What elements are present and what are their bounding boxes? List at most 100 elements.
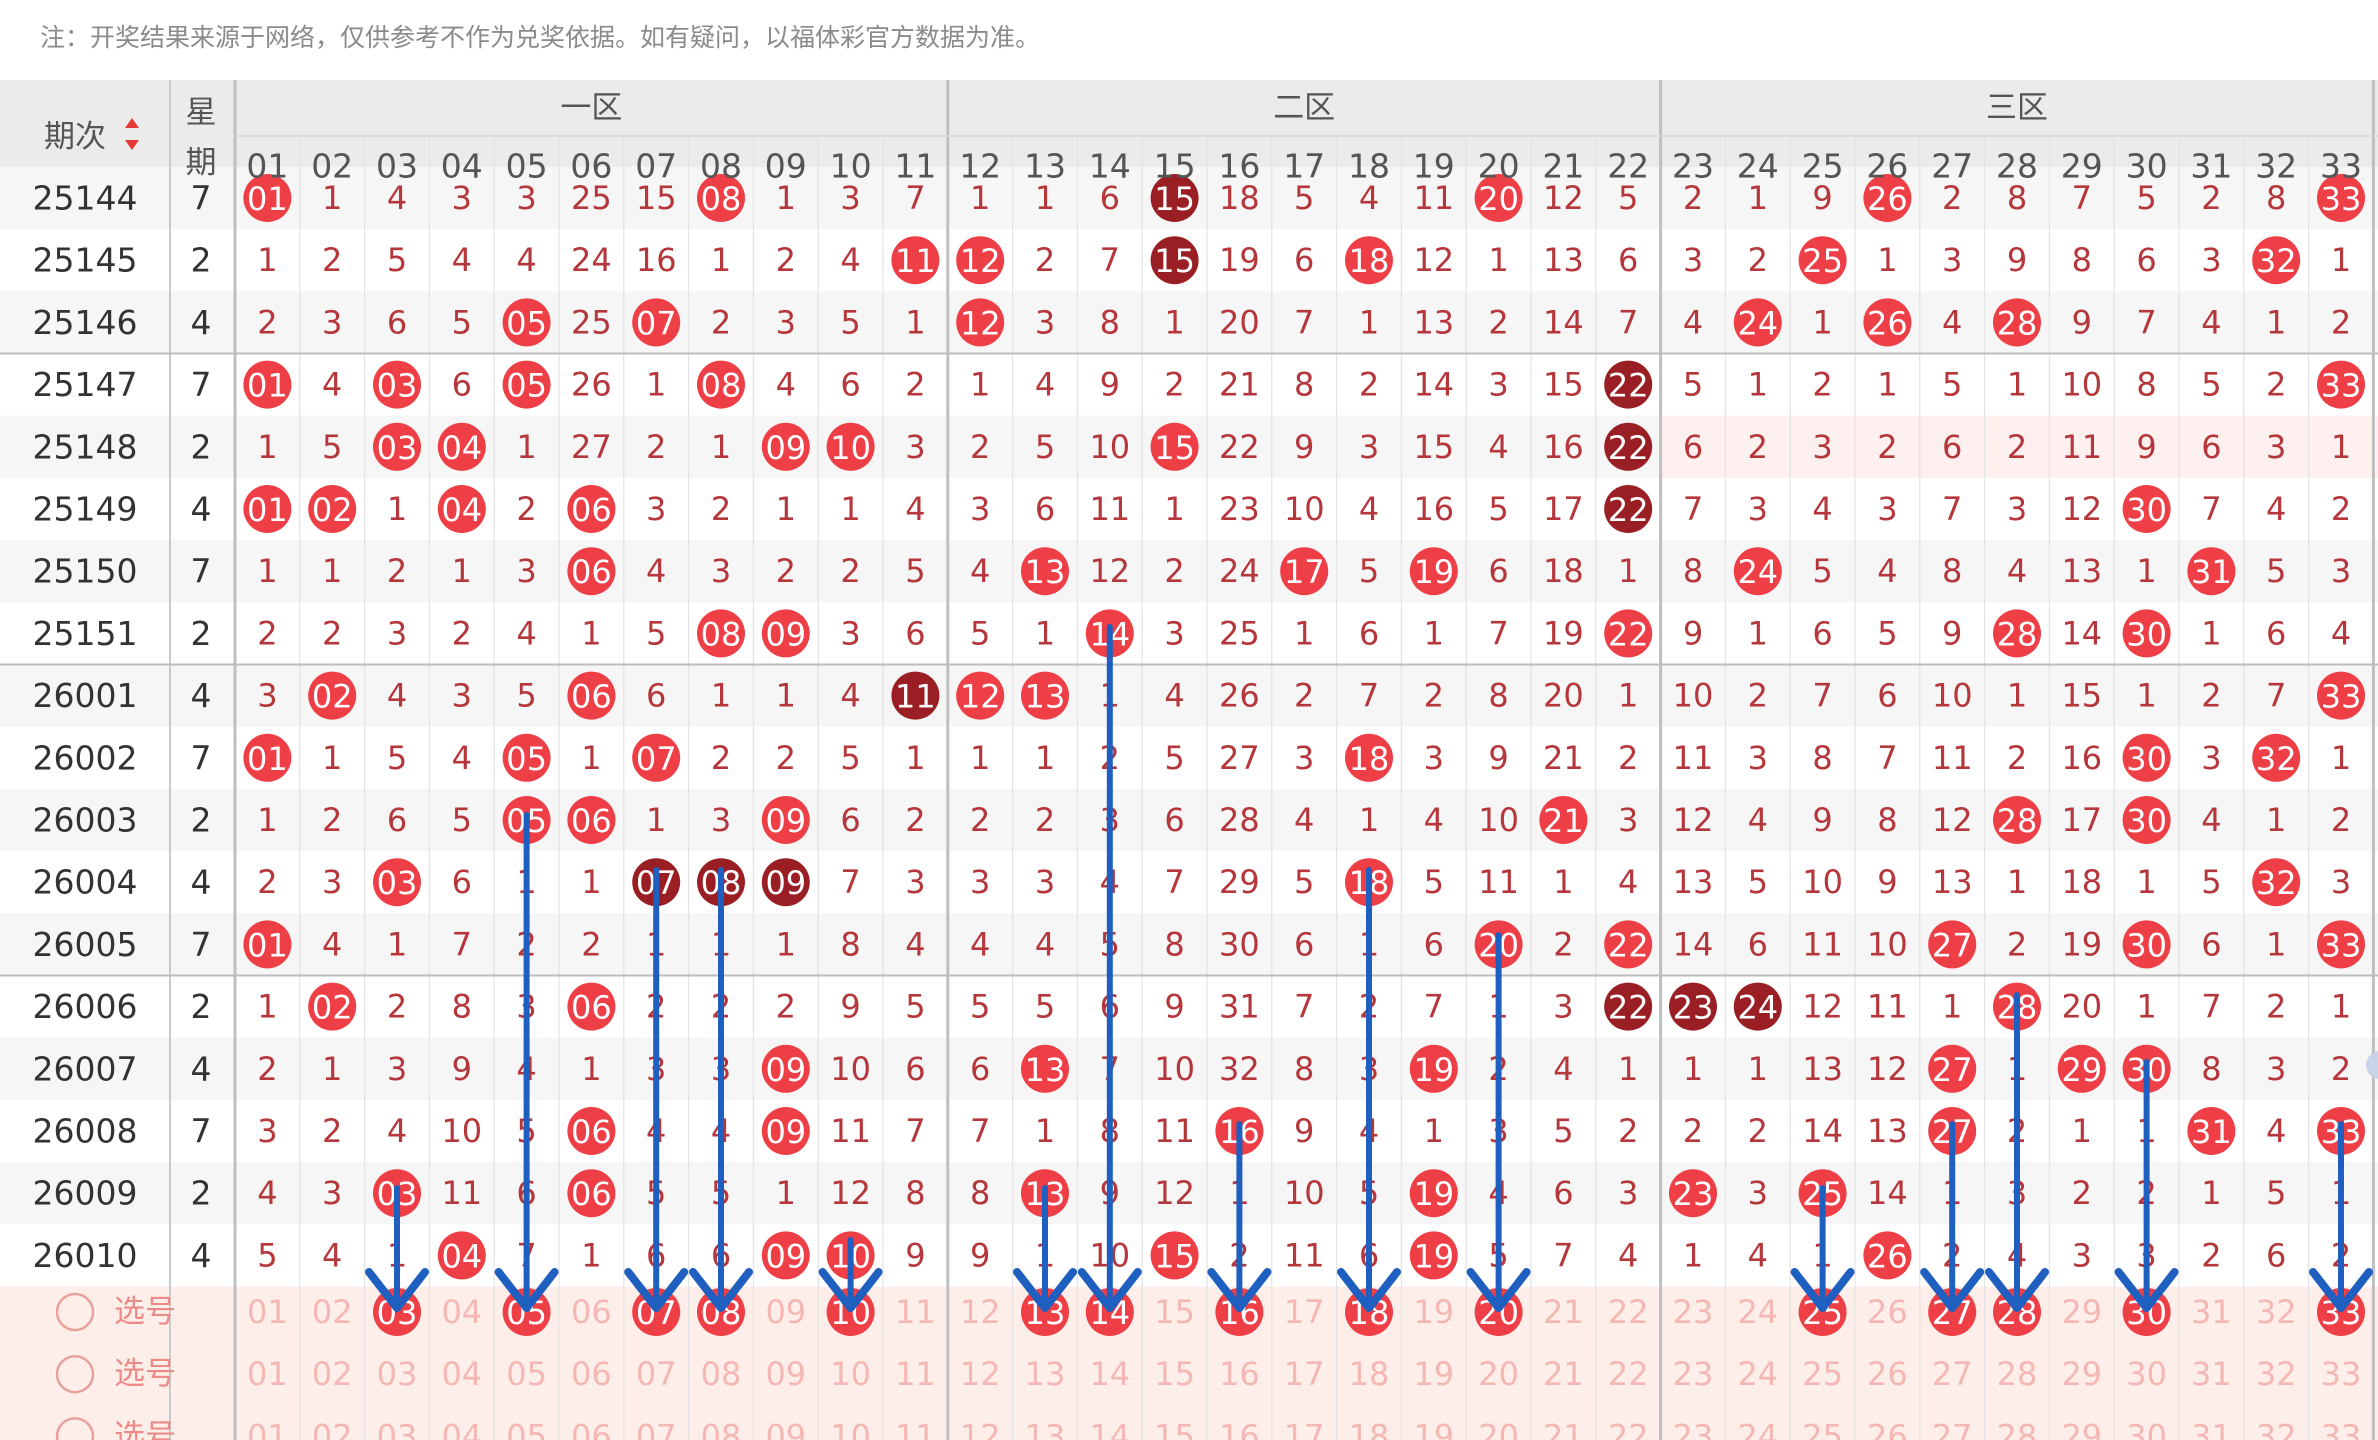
miss-count: 13 xyxy=(1802,1050,1843,1088)
miss-count: 6 xyxy=(840,366,860,404)
miss-count: 25 xyxy=(571,179,612,217)
miss-count: 30 xyxy=(1219,925,1260,963)
issue-number: 25150 xyxy=(33,552,138,591)
miss-count: 4 xyxy=(322,366,342,404)
miss-count: 1 xyxy=(581,1050,601,1088)
miss-count: 15 xyxy=(2061,677,2102,715)
miss-count: 6 xyxy=(1294,925,1314,963)
issue-number: 26002 xyxy=(33,738,138,777)
miss-count: 4 xyxy=(646,552,666,590)
edge-indicator xyxy=(2366,1051,2378,1079)
miss-count: 18 xyxy=(1543,552,1584,590)
miss-count: 10 xyxy=(1478,801,1519,839)
miss-count: 12 xyxy=(830,1174,871,1212)
pick-number: 21 xyxy=(1543,1355,1584,1393)
winning-ball-number: 05 xyxy=(506,367,547,405)
winning-ball xyxy=(1604,422,1653,471)
miss-count: 4 xyxy=(2201,801,2221,839)
miss-count: 5 xyxy=(2136,179,2156,217)
winning-ball-number: 19 xyxy=(1413,1175,1454,1213)
pick-number: 29 xyxy=(2061,1355,2102,1393)
pick-number: 23 xyxy=(1673,1293,1714,1331)
miss-count: 24 xyxy=(571,241,612,279)
number-column-header: 01 xyxy=(246,147,288,186)
weekday-cell: 7 xyxy=(191,738,212,777)
pick-number: 32 xyxy=(2256,1355,2297,1393)
miss-count: 16 xyxy=(1543,428,1584,466)
number-column-header: 16 xyxy=(1218,147,1260,186)
miss-count: 4 xyxy=(452,739,472,777)
miss-count: 17 xyxy=(1543,490,1584,528)
miss-count: 9 xyxy=(840,988,860,1026)
winning-ball xyxy=(1733,298,1782,347)
miss-count: 1 xyxy=(711,428,731,466)
miss-count: 5 xyxy=(1035,988,1055,1026)
miss-count: 2 xyxy=(2007,739,2027,777)
miss-count: 5 xyxy=(257,1236,277,1274)
number-column-header: 09 xyxy=(765,147,807,186)
pick-number: 18 xyxy=(1349,1355,1390,1393)
miss-count: 5 xyxy=(452,303,472,341)
miss-count: 7 xyxy=(452,925,472,963)
miss-count: 7 xyxy=(1877,739,1897,777)
pick-number: 31 xyxy=(2191,1293,2232,1331)
annotation-arrowhead xyxy=(1920,1268,1985,1312)
miss-count: 6 xyxy=(905,614,925,652)
annotation-arrowhead xyxy=(1790,1268,1855,1312)
pick-number: 07 xyxy=(636,1355,677,1393)
miss-count: 1 xyxy=(970,366,990,404)
winning-ball xyxy=(761,609,810,658)
miss-count: 14 xyxy=(1413,366,1454,404)
miss-count: 7 xyxy=(2201,490,2221,528)
miss-count: 7 xyxy=(2136,303,2156,341)
winning-ball-number: 21 xyxy=(1543,802,1584,840)
pick-number: 10 xyxy=(830,1417,871,1440)
miss-count: 20 xyxy=(2061,988,2102,1026)
winning-ball xyxy=(2187,547,2236,596)
miss-count: 3 xyxy=(516,179,536,217)
miss-count: 1 xyxy=(2007,366,2027,404)
miss-count: 11 xyxy=(1413,179,1454,217)
number-column-header: 06 xyxy=(570,147,612,186)
miss-count: 1 xyxy=(387,925,407,963)
select-radio[interactable] xyxy=(55,1292,95,1332)
miss-count: 15 xyxy=(1413,428,1454,466)
miss-count: 3 xyxy=(2201,739,2221,777)
pick-number: 24 xyxy=(1737,1417,1778,1440)
miss-count: 2 xyxy=(387,988,407,1026)
winning-ball-number: 05 xyxy=(506,740,547,778)
pick-number: 27 xyxy=(1932,1355,1973,1393)
miss-count: 4 xyxy=(905,925,925,963)
miss-count: 5 xyxy=(2201,366,2221,404)
pick-number: 07 xyxy=(636,1417,677,1440)
winning-ball-number: 33 xyxy=(2321,180,2362,218)
miss-count: 3 xyxy=(1748,1174,1768,1212)
winning-ball xyxy=(1604,982,1653,1031)
miss-count: 31 xyxy=(1219,988,1260,1026)
miss-count: 20 xyxy=(1219,303,1260,341)
miss-count: 1 xyxy=(2136,988,2156,1026)
winning-ball-number: 28 xyxy=(1997,615,2038,653)
miss-count: 9 xyxy=(1812,801,1832,839)
issue-number: 26009 xyxy=(33,1174,138,1213)
sort-down-icon[interactable] xyxy=(125,140,139,150)
miss-count: 7 xyxy=(1424,988,1444,1026)
miss-count: 4 xyxy=(970,552,990,590)
number-column-header: 07 xyxy=(635,147,677,186)
winning-ball-number: 22 xyxy=(1608,429,1649,467)
miss-count: 5 xyxy=(1877,614,1897,652)
winning-ball-number: 01 xyxy=(247,926,288,964)
annotation-arrowhead xyxy=(1985,1268,2049,1312)
miss-count: 11 xyxy=(1673,739,1714,777)
sort-up-icon[interactable] xyxy=(125,118,139,128)
miss-count: 1 xyxy=(1488,241,1508,279)
select-radio[interactable] xyxy=(55,1417,95,1440)
pick-number: 02 xyxy=(312,1417,353,1440)
pick-number: 33 xyxy=(2321,1355,2362,1393)
miss-count: 10 xyxy=(1932,677,1973,715)
miss-count: 6 xyxy=(1359,614,1379,652)
select-radio[interactable] xyxy=(55,1354,95,1394)
miss-count: 7 xyxy=(1488,614,1508,652)
pick-number: 21 xyxy=(1543,1293,1584,1331)
miss-count: 1 xyxy=(776,1174,796,1212)
